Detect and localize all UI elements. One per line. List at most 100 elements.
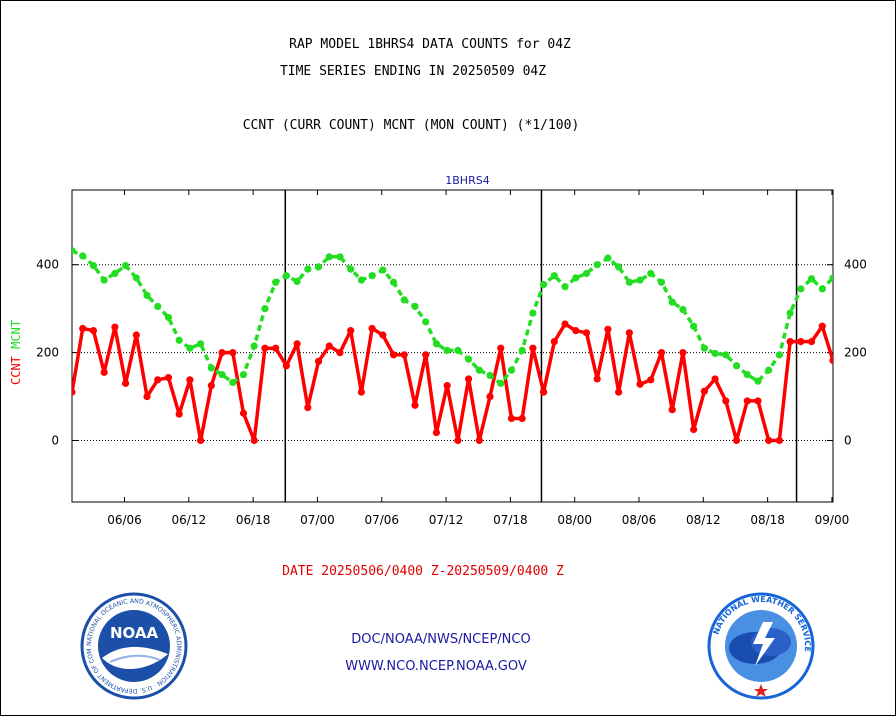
header-line-1: RAP MODEL 1BHRS4 DATA COUNTS for 04Z xyxy=(289,37,571,52)
data-point-mcnt xyxy=(743,370,751,379)
y-tick-label-right: 200 xyxy=(844,346,867,360)
data-point-mcnt xyxy=(582,269,591,278)
data-point-mcnt xyxy=(272,278,280,286)
data-point-mcnt xyxy=(497,379,505,387)
data-point-mcnt xyxy=(679,305,687,314)
data-point-ccnt xyxy=(754,397,762,405)
x-tick-label: 08/00 xyxy=(557,513,592,527)
data-point-mcnt xyxy=(389,278,398,286)
data-point-ccnt xyxy=(829,356,833,365)
data-point-ccnt xyxy=(304,403,312,412)
data-point-mcnt xyxy=(732,362,741,370)
data-point-mcnt xyxy=(325,253,333,261)
data-point-ccnt xyxy=(89,327,98,335)
data-point-mcnt xyxy=(786,309,794,317)
data-point-mcnt xyxy=(89,261,98,270)
data-point-ccnt xyxy=(454,436,462,445)
data-point-mcnt xyxy=(711,349,719,358)
nws-logo-icon: NATIONAL WEATHER SERVICE xyxy=(707,592,815,700)
data-point-mcnt xyxy=(754,377,762,385)
data-point-mcnt xyxy=(197,340,205,348)
data-point-ccnt xyxy=(261,344,269,352)
data-point-ccnt xyxy=(239,409,248,417)
data-point-ccnt xyxy=(79,324,87,333)
data-point-mcnt xyxy=(700,344,708,352)
data-point-ccnt xyxy=(72,388,76,396)
data-point-mcnt xyxy=(454,346,462,354)
data-point-ccnt xyxy=(132,331,140,339)
data-point-ccnt xyxy=(679,348,687,357)
data-point-mcnt xyxy=(379,266,387,274)
data-point-mcnt xyxy=(464,355,473,363)
data-point-mcnt xyxy=(400,296,408,304)
data-point-ccnt xyxy=(775,436,784,445)
y-tick-label-left: 0 xyxy=(51,433,59,447)
x-tick-label: 08/12 xyxy=(686,513,721,527)
plot-frame xyxy=(71,189,834,503)
data-point-ccnt xyxy=(582,329,591,337)
data-point-ccnt xyxy=(690,425,698,434)
data-point-ccnt xyxy=(422,351,430,359)
data-point-ccnt xyxy=(807,338,816,346)
data-point-mcnt xyxy=(797,285,805,293)
series-mcnt xyxy=(72,247,833,387)
data-point-ccnt xyxy=(700,387,708,395)
data-point-ccnt xyxy=(550,338,558,346)
data-point-ccnt xyxy=(357,388,365,396)
data-point-ccnt xyxy=(464,375,473,383)
data-point-ccnt xyxy=(432,428,441,437)
website-link[interactable]: WWW.NCO.NCEP.NOAA.GOV xyxy=(345,659,527,674)
data-point-mcnt xyxy=(765,366,773,374)
data-point-mcnt xyxy=(625,278,633,286)
data-point-ccnt xyxy=(561,320,569,328)
data-point-mcnt xyxy=(218,370,226,379)
data-point-mcnt xyxy=(657,278,666,286)
data-point-ccnt xyxy=(186,376,194,384)
data-point-mcnt xyxy=(132,274,140,282)
data-point-ccnt xyxy=(572,327,580,335)
data-point-ccnt xyxy=(540,388,548,396)
data-point-ccnt xyxy=(840,316,847,323)
x-tick-label: 07/18 xyxy=(493,513,528,527)
data-point-mcnt xyxy=(604,254,612,262)
x-tick-label: 07/06 xyxy=(364,513,399,527)
data-point-ccnt xyxy=(411,401,419,409)
data-point-mcnt xyxy=(572,274,580,282)
data-point-ccnt xyxy=(497,344,505,352)
data-point-mcnt xyxy=(475,366,483,374)
data-point-ccnt xyxy=(250,436,258,445)
data-point-ccnt xyxy=(786,338,794,346)
data-point-mcnt xyxy=(282,272,290,280)
data-point-ccnt xyxy=(229,348,237,357)
header-line-3: CCNT (CURR COUNT) MCNT (MON COUNT) (*1/1… xyxy=(242,118,580,133)
data-point-mcnt xyxy=(368,272,376,280)
y-axis-label-ccnt: CCNT xyxy=(9,356,23,385)
series-ccnt xyxy=(72,316,847,445)
data-point-ccnt xyxy=(475,436,483,445)
data-point-ccnt xyxy=(518,414,526,423)
data-point-ccnt xyxy=(336,348,344,357)
data-point-ccnt xyxy=(293,340,301,348)
data-point-mcnt xyxy=(239,370,248,379)
y-tick-label-right: 0 xyxy=(844,433,852,447)
data-point-mcnt xyxy=(261,305,269,313)
data-point-mcnt xyxy=(357,276,365,284)
data-point-ccnt xyxy=(154,376,162,384)
data-point-ccnt xyxy=(625,329,633,337)
data-point-mcnt xyxy=(443,346,451,354)
data-point-ccnt xyxy=(636,380,644,388)
data-point-mcnt xyxy=(829,274,833,282)
noaa-logo-text: NOAA xyxy=(110,624,159,642)
data-point-mcnt xyxy=(432,340,441,348)
data-point-mcnt xyxy=(615,263,623,271)
data-point-mcnt xyxy=(304,265,312,273)
data-point-mcnt xyxy=(507,366,516,374)
data-point-ccnt xyxy=(111,323,119,331)
data-point-ccnt xyxy=(443,381,451,390)
data-point-mcnt xyxy=(143,291,151,300)
data-point-mcnt xyxy=(818,285,826,293)
data-point-ccnt xyxy=(164,374,173,382)
x-tick-label: 07/00 xyxy=(300,513,335,527)
y-axis-label-gap xyxy=(9,349,23,356)
data-point-mcnt xyxy=(690,322,698,330)
